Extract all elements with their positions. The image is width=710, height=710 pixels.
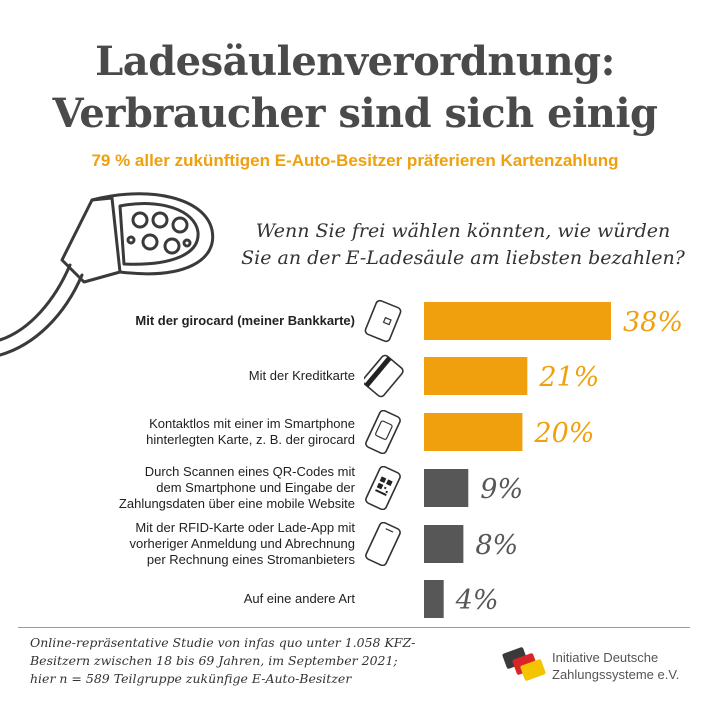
category-label-3: Kontaktlos mit einer im Smartphone hinter… bbox=[55, 416, 355, 448]
methodology-note-line-2: Besitzern zwischen 18 bis 69 Jahren, im … bbox=[30, 653, 398, 668]
bar-2 bbox=[424, 357, 528, 395]
value-label-3: 20% bbox=[533, 418, 594, 449]
value-label-4: 9% bbox=[480, 474, 523, 505]
category-label-5-line-2: vorheriger Anmeldung und Abrechnung bbox=[129, 536, 356, 551]
category-label-3-line-2: hinterlegten Karte, z. B. der girocard bbox=[146, 432, 355, 447]
value-label-6: 4% bbox=[455, 585, 499, 616]
footer-divider bbox=[18, 627, 690, 628]
category-label-2: Mit der Kreditkarte bbox=[55, 368, 355, 384]
logo-icon bbox=[502, 647, 546, 681]
bar-1 bbox=[424, 302, 611, 340]
survey-question-line-1: Wenn Sie frei wählen könnten, wie würden bbox=[255, 220, 671, 242]
subtitle: 79 % aller zukünftigen E-Auto-Besitzer p… bbox=[91, 151, 619, 170]
category-label-4: Durch Scannen eines QR-Codes mit dem Smar… bbox=[55, 464, 355, 512]
logo-text: Initiative Deutsche Zahlungssysteme e.V. bbox=[552, 649, 702, 683]
category-label-6-line-1: Auf eine andere Art bbox=[243, 591, 355, 606]
ev-plug-icon bbox=[0, 192, 215, 357]
category-label-3-line-1: Kontaktlos mit einer im Smartphone bbox=[149, 416, 355, 431]
survey-question-line-2: Sie an der E-Ladesäule am liebsten bezah… bbox=[241, 247, 685, 269]
credit-card-icon bbox=[362, 354, 408, 403]
category-label-1-line-1: Mit der girocard (meiner Bankkarte) bbox=[135, 313, 355, 328]
value-label-2: 21% bbox=[538, 362, 599, 393]
methodology-note: Online-repräsentative Studie von infas q… bbox=[30, 634, 490, 688]
bar-6 bbox=[424, 580, 444, 618]
phone-card-icon bbox=[364, 409, 408, 459]
bar-5 bbox=[424, 525, 464, 563]
bar-3 bbox=[424, 413, 523, 451]
category-label-4-line-2: dem Smartphone und Eingabe der bbox=[156, 480, 355, 495]
methodology-note-line-1: Online-repräsentative Studie von infas q… bbox=[30, 635, 416, 650]
category-label-1: Mit der girocard (meiner Bankkarte) bbox=[55, 313, 355, 329]
value-label-5: 8% bbox=[475, 530, 518, 561]
card-icon bbox=[364, 299, 408, 348]
category-label-4-line-3: Zahlungsdaten über eine mobile Website bbox=[118, 496, 355, 511]
category-label-5-line-1: Mit der RFID-Karte oder Lade-App mit bbox=[135, 520, 355, 535]
logo-text-line-1: Initiative Deutsche bbox=[552, 650, 659, 665]
phone-qr-icon bbox=[364, 465, 408, 515]
page-title-line-1: Ladesäulenverordnung: bbox=[95, 38, 615, 85]
value-label-1: 38% bbox=[623, 307, 683, 338]
category-label-5-line-3: per Rechnung eines Stromanbieters bbox=[146, 552, 355, 567]
bar-4 bbox=[424, 469, 469, 507]
methodology-note-line-3: hier n = 589 Teilgruppe zukünfige E-Auto… bbox=[30, 671, 352, 686]
phone-icon bbox=[364, 521, 408, 571]
survey-question: Wenn Sie frei wählen könnten, wie würden… bbox=[228, 218, 698, 272]
page-title-line-2: Verbraucher sind sich einig bbox=[52, 90, 658, 137]
category-label-2-line-1: Mit der Kreditkarte bbox=[248, 368, 355, 383]
logo-text-line-2: Zahlungssysteme e.V. bbox=[552, 667, 680, 682]
category-label-5: Mit der RFID-Karte oder Lade-App mit vorh… bbox=[55, 520, 356, 568]
category-label-4-line-1: Durch Scannen eines QR-Codes mit bbox=[144, 464, 355, 479]
category-label-6: Auf eine andere Art bbox=[55, 591, 355, 607]
